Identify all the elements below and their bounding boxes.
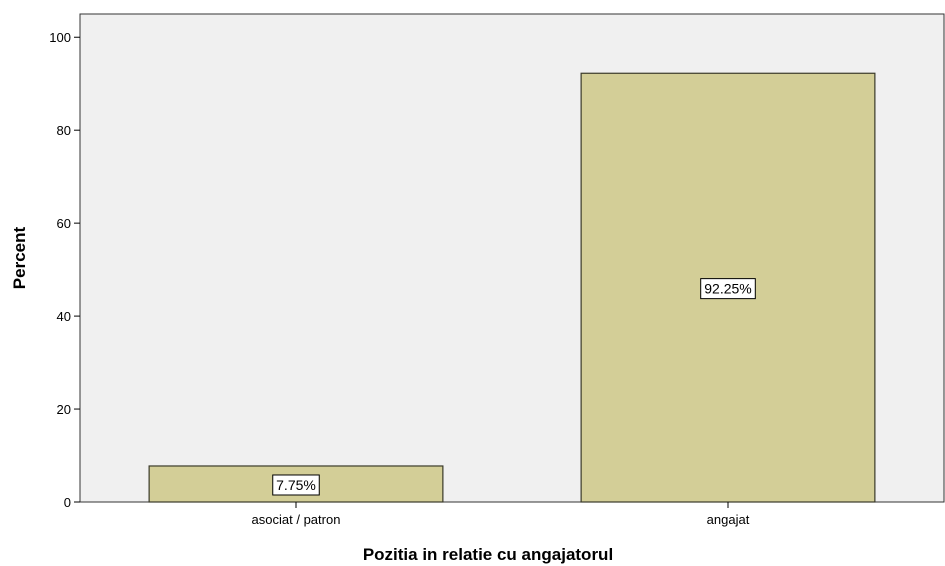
x-axis: asociat / patron angajat: [252, 502, 750, 527]
bars: 7.75% 92.25%: [148, 72, 876, 503]
y-tick-label: 80: [57, 123, 71, 138]
y-tick-label: 40: [57, 309, 71, 324]
y-axis-title: Percent: [10, 226, 29, 289]
x-axis-title: Pozitia in relatie cu angajatorul: [363, 545, 613, 564]
data-label: 7.75%: [276, 477, 316, 493]
data-label-box: [700, 278, 756, 300]
data-label-box: [272, 474, 320, 496]
y-tick-label: 60: [57, 216, 71, 231]
x-tick-label: angajat: [707, 512, 750, 527]
x-tick-label: asociat / patron: [252, 512, 341, 527]
y-axis: 0 20 40 60 80 100: [49, 30, 80, 510]
y-tick-label: 0: [64, 495, 71, 510]
data-label: 92.25%: [704, 281, 751, 297]
y-tick-label: 100: [49, 30, 71, 45]
y-tick-label: 20: [57, 402, 71, 417]
